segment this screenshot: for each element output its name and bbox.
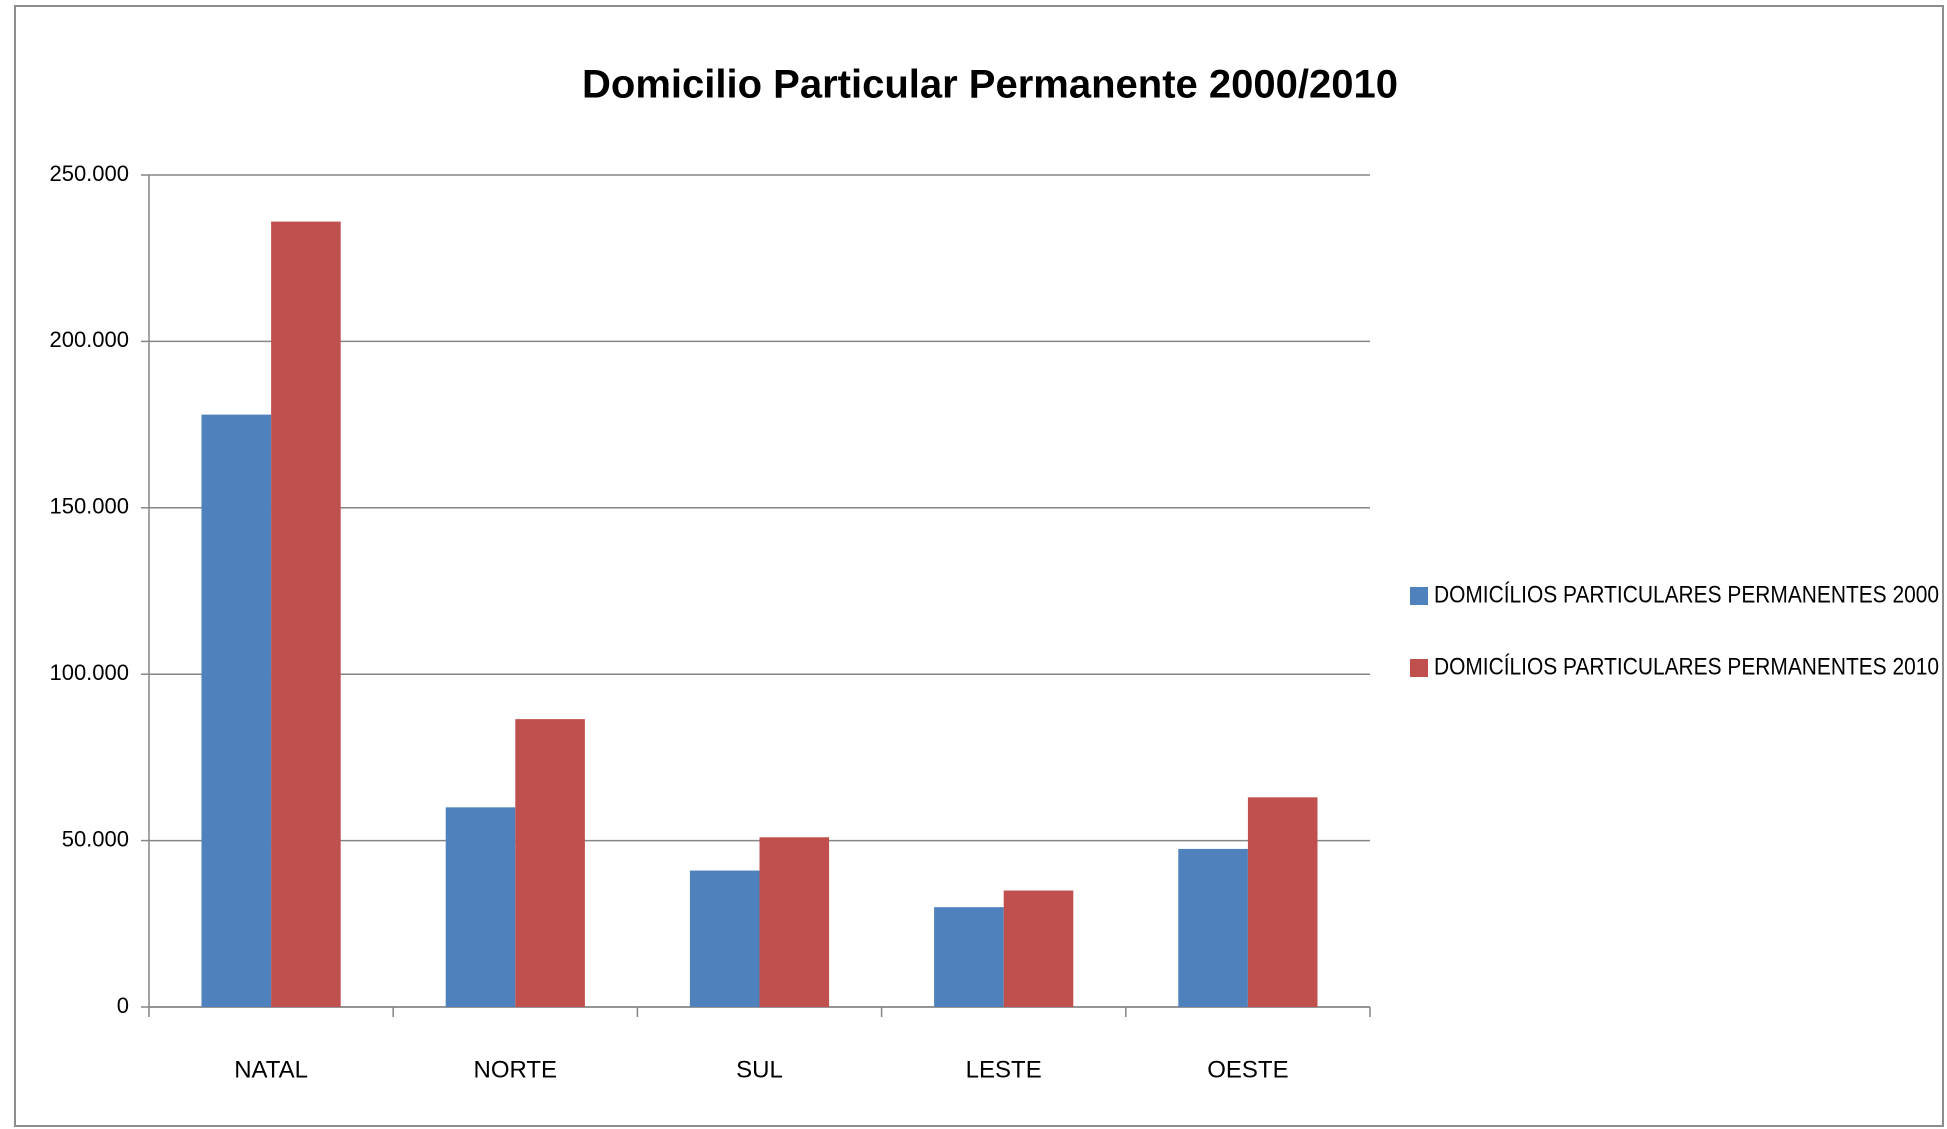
y-tick-label: 150.000 — [49, 494, 129, 519]
bar — [271, 221, 341, 1008]
bar — [1247, 797, 1318, 1007]
y-tick-label: 250.000 — [49, 161, 129, 186]
x-tick-label: NATAL — [234, 1056, 308, 1083]
y-tick-label: 200.000 — [49, 327, 129, 352]
bar — [759, 837, 830, 1007]
bar — [445, 807, 516, 1007]
legend-label: DOMICÍLIOS PARTICULARES PERMANENTES 2010 — [1434, 653, 1939, 680]
chart-title: Domicilio Particular Permanente 2000/201… — [582, 63, 1398, 107]
x-tick-label: SUL — [736, 1056, 783, 1083]
y-tick-label: 50.000 — [62, 826, 129, 851]
bar — [934, 907, 1004, 1007]
x-tick-label: OESTE — [1207, 1056, 1288, 1083]
legend-swatch — [1410, 587, 1428, 605]
bar — [1178, 848, 1248, 1007]
bar — [201, 414, 272, 1008]
x-tick-label: LESTE — [966, 1056, 1042, 1083]
legend-label: DOMICÍLIOS PARTICULARES PERMANENTES 2000 — [1434, 581, 1939, 608]
bar — [515, 719, 585, 1007]
bar — [1003, 890, 1074, 1007]
legend-swatch — [1410, 659, 1428, 677]
chart-frame — [14, 5, 1944, 1127]
bar — [689, 870, 760, 1007]
x-tick-label: NORTE — [474, 1056, 558, 1083]
y-tick-label: 100.000 — [49, 660, 129, 685]
y-tick-label: 0 — [117, 993, 129, 1018]
